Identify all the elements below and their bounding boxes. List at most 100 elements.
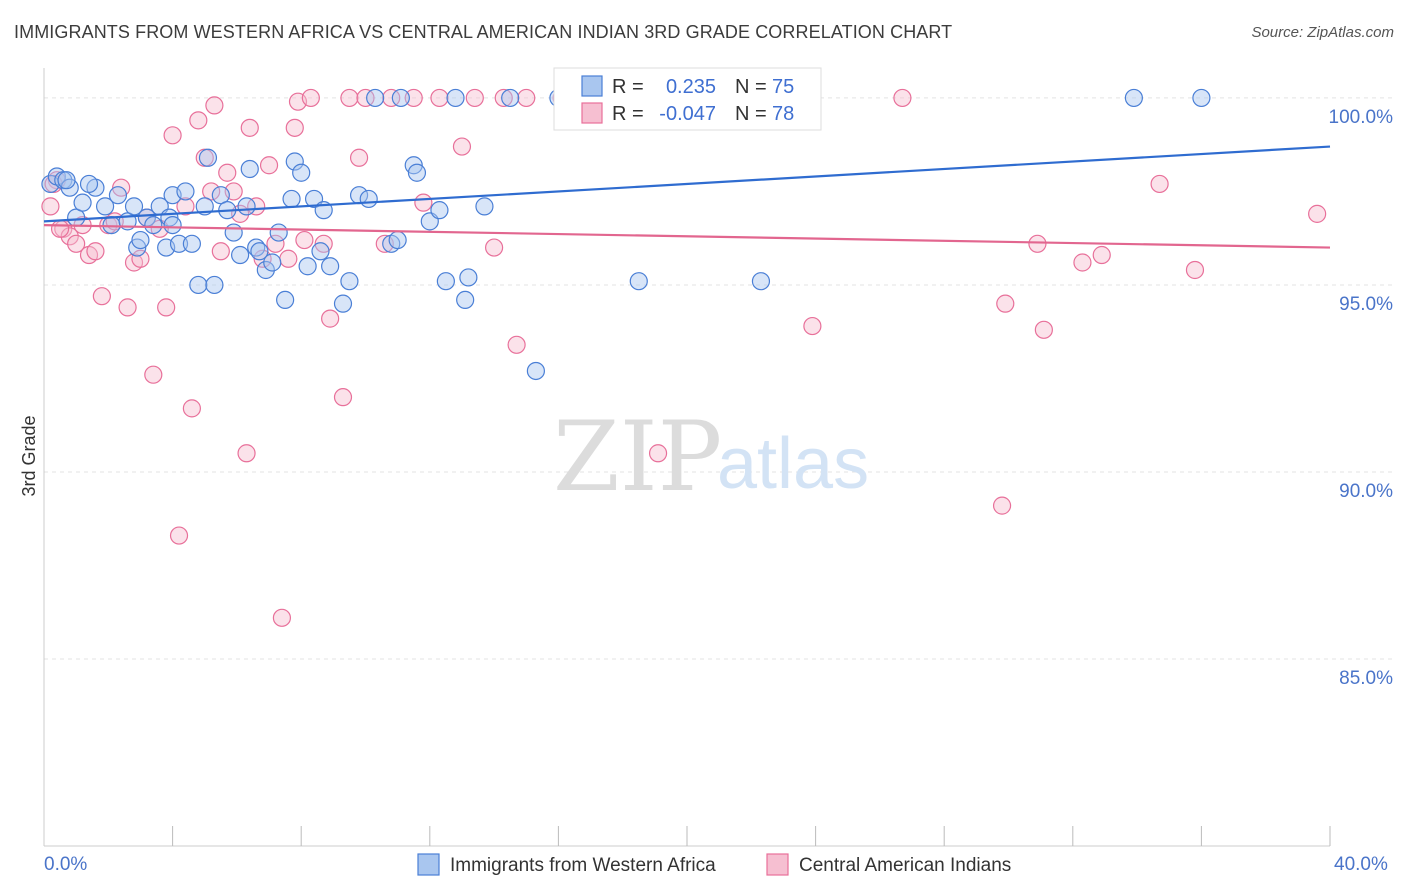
source-credit: Source: ZipAtlas.com [1251,24,1394,41]
data-point [157,298,176,317]
stats-swatch-blue [581,75,603,97]
data-point [240,159,259,179]
series-central-american-indians [41,88,1327,627]
data-point [256,260,275,280]
data-point [298,257,317,276]
data-point [311,242,330,261]
data-point [629,272,648,291]
data-point [259,156,279,175]
data-point [131,249,150,268]
data-point [485,238,504,257]
y-tick-label: 90.0% [1339,481,1393,502]
data-point [250,242,269,261]
data-point [446,88,465,108]
data-point [50,219,70,238]
data-point [73,193,92,212]
data-point [79,174,99,194]
bottom-legend: Immigrants from Western Africa Central A… [417,853,1011,876]
data-point [163,126,182,145]
data-point [1192,88,1211,108]
stats-r-value-pink: -0.047 [659,103,716,125]
data-point [751,272,771,291]
data-point [494,88,513,108]
data-point [144,215,163,235]
data-point [404,88,423,108]
data-point [247,197,266,216]
data-point [269,223,288,242]
data-point [202,182,221,201]
data-point [992,496,1012,515]
watermark-atlas: atlas [717,424,869,504]
stats-n-value-pink: 78 [772,103,794,125]
stats-n-value-blue: 75 [772,76,794,98]
data-point [996,294,1015,313]
data-point [60,227,79,246]
data-point [86,242,105,261]
data-point [211,186,230,205]
data-point [108,186,128,205]
data-point [1092,245,1111,265]
data-point [1308,204,1327,223]
data-point [1150,174,1169,194]
x-tick-label-min: 0.0% [44,854,87,875]
stats-n-label-pink: N = [735,103,767,125]
data-point [218,163,237,182]
data-point [1034,320,1053,339]
data-point [205,275,224,295]
data-point [169,234,189,253]
data-point [648,444,668,463]
data-point [169,526,189,545]
y-axis-tick-labels: 85.0% 90.0% 95.0% 100.0% [1329,107,1394,689]
data-point [407,163,427,182]
data-point [321,257,340,276]
data-point [266,234,285,253]
data-point [182,234,201,253]
data-point [240,118,259,137]
x-tick-label-max: 40.0% [1334,854,1388,875]
data-point [391,88,410,108]
data-point [41,197,60,216]
data-point [366,88,385,108]
data-point [359,189,378,209]
chart-title: IMMIGRANTS FROM WESTERN AFRICA VS CENTRA… [14,22,953,42]
data-point [475,197,494,216]
data-point [1073,253,1092,272]
data-point [1028,234,1047,253]
stats-r-value-blue: 0.235 [666,76,716,98]
trend-line-blue [43,145,1331,223]
data-point [382,88,401,108]
data-point [285,118,304,137]
data-point [452,137,472,156]
data-point [388,230,407,250]
data-point [205,96,224,115]
data-point [198,148,218,167]
data-point [340,272,359,291]
data-point [893,88,912,108]
data-point [279,249,298,268]
data-point [189,275,208,295]
data-point [189,111,208,130]
data-point [276,290,295,310]
data-point [414,193,433,212]
stats-swatch-pink [581,102,603,124]
data-point [131,230,150,250]
legend-label-pink: Central American Indians [799,855,1011,876]
data-point [195,197,214,216]
data-point [92,287,111,306]
x-axis-ticks [172,826,1331,846]
data-point [224,223,243,242]
y-tick-label: 100.0% [1329,107,1394,128]
legend-label-blue: Immigrants from Western Africa [450,855,716,876]
data-point [501,88,520,108]
trend-line-pink [43,223,1331,249]
data-point [321,309,340,328]
stats-legend-box: R = 0.235 N = 75 R = -0.047 N = 78 [553,67,822,131]
data-point [285,152,304,171]
data-point [211,242,230,261]
data-point [436,272,455,291]
y-tick-label: 95.0% [1339,294,1393,315]
data-point [430,88,449,108]
data-point [526,361,545,381]
data-point [144,365,163,384]
